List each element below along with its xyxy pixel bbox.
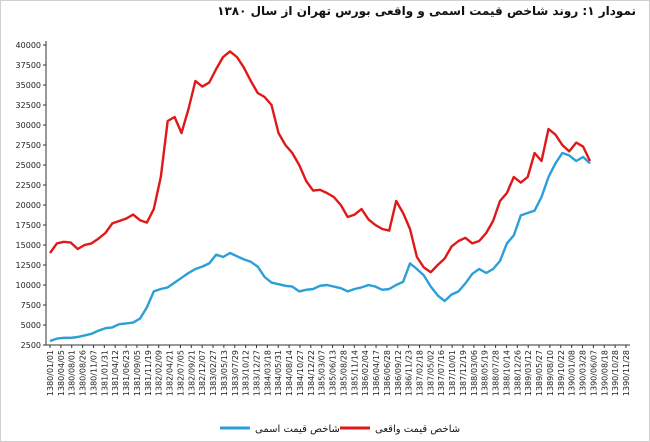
legend-label: شاخص قیمت اسمی xyxy=(255,424,340,435)
x-tick-label: 1390/08/18 xyxy=(600,350,609,396)
y-tick-label: 15000 xyxy=(16,241,41,250)
x-tick-label: 1389/10/22 xyxy=(557,350,566,396)
y-axis-ticks: 2500 5000 7500 10000 12500 15000 17500 20000 225… xyxy=(16,41,46,350)
x-tick-label: 1390/01/08 xyxy=(568,350,577,396)
x-tick-label: 1384/12/22 xyxy=(307,350,316,396)
x-tick-label: 1380/11/07 xyxy=(89,350,98,396)
series-line-real xyxy=(49,50,592,274)
x-tick-label: 1390/10/28 xyxy=(611,350,620,396)
x-tick-label: 1386/09/12 xyxy=(394,350,403,396)
x-tick-label: 1387/12/19 xyxy=(459,350,468,396)
x-tick-label: 1387/07/16 xyxy=(437,350,446,396)
legend-label: شاخص قیمت واقعی xyxy=(375,424,460,435)
x-tick-label: 1388/10/14 xyxy=(502,350,511,396)
x-tick-label: 1390/11/28 xyxy=(622,350,631,396)
x-tick-label: 1387/10/01 xyxy=(448,350,457,396)
x-tick-label: 1382/07/05 xyxy=(176,350,185,396)
x-tick-label: 1388/12/26 xyxy=(513,350,522,396)
x-tick-label: 1387/05/02 xyxy=(426,350,435,396)
y-tick-label: 22500 xyxy=(16,181,41,190)
x-tick-label: 1382/04/21 xyxy=(166,350,175,396)
x-tick-label: 1388/05/19 xyxy=(481,350,490,396)
x-tick-label: 1381/06/23 xyxy=(122,350,131,396)
y-tick-label: 5000 xyxy=(21,321,41,330)
x-tick-label: 1380/08/26 xyxy=(79,350,88,396)
x-tick-label: 1387/02/18 xyxy=(416,350,425,396)
y-tick-label: 25000 xyxy=(16,161,41,170)
y-tick-label: 20000 xyxy=(16,201,41,210)
x-tick-label: 1388/07/28 xyxy=(492,350,501,396)
x-tick-label: 1383/12/27 xyxy=(252,350,261,396)
x-tick-label: 1390/03/28 xyxy=(579,350,588,396)
x-tick-label: 1383/02/27 xyxy=(209,350,218,396)
x-tick-label: 1380/01/01 xyxy=(46,350,55,396)
x-tick-label: 1382/09/21 xyxy=(187,350,196,396)
x-tick-label: 1381/01/31 xyxy=(100,350,109,396)
y-tick-label: 35000 xyxy=(16,81,41,90)
x-tick-label: 1384/03/18 xyxy=(263,350,272,396)
x-tick-label: 1386/02/04 xyxy=(361,350,370,396)
y-tick-label: 12500 xyxy=(16,261,41,270)
x-tick-label: 1380/04/05 xyxy=(57,350,66,396)
series-lines xyxy=(49,50,592,343)
chart-title: نمودار ۱: روند شاخص قیمت اسمی و واقعی بو… xyxy=(217,4,636,18)
x-tick-label: 1382/12/07 xyxy=(198,350,207,396)
y-tick-label: 37500 xyxy=(16,61,41,70)
x-tick-label: 1385/11/14 xyxy=(350,350,359,396)
x-tick-label: 1386/06/28 xyxy=(383,350,392,396)
axes xyxy=(45,41,630,346)
x-tick-label: 1383/05/13 xyxy=(220,350,229,396)
x-tick-label: 1383/07/29 xyxy=(231,350,240,396)
x-tick-label: 1380/08/01 xyxy=(68,350,77,396)
x-tick-label: 1382/02/09 xyxy=(155,350,164,396)
x-tick-label: 1388/03/06 xyxy=(470,350,479,396)
x-tick-label: 1385/08/28 xyxy=(339,350,348,396)
legend: شاخص قیمت اسمی شاخص قیمت واقعی xyxy=(220,424,460,435)
x-tick-label: 1384/05/31 xyxy=(274,350,283,396)
y-tick-label: 17500 xyxy=(16,221,41,230)
x-tick-label: 1389/03/12 xyxy=(524,350,533,396)
x-tick-label: 1384/10/27 xyxy=(296,350,305,396)
x-tick-label: 1381/09/05 xyxy=(133,350,142,396)
x-tick-label: 1385/03/07 xyxy=(318,350,327,396)
series-line-nominal xyxy=(49,151,591,343)
y-tick-label: 40000 xyxy=(16,41,41,50)
x-tick-label: 1385/06/13 xyxy=(329,350,338,396)
x-tick-label: 1386/04/17 xyxy=(372,350,381,396)
y-tick-label: 27500 xyxy=(16,141,41,150)
x-tick-label: 1384/08/14 xyxy=(285,350,294,396)
y-tick-label: 30000 xyxy=(16,121,41,130)
x-tick-label: 1389/05/27 xyxy=(535,350,544,396)
x-tick-label: 1383/10/12 xyxy=(242,350,251,396)
y-tick-label: 32500 xyxy=(16,101,41,110)
x-tick-label: 1389/08/10 xyxy=(546,350,555,396)
x-axis-ticks: 1380/01/01 1380/04/05 1380/08/01 1380/08/26… xyxy=(46,345,631,396)
x-tick-label: 1390/06/07 xyxy=(589,350,598,396)
y-tick-label: 7500 xyxy=(21,301,41,310)
x-tick-label: 1381/04/12 xyxy=(111,350,120,396)
y-tick-label: 2500 xyxy=(21,341,41,350)
x-tick-label: 1381/11/19 xyxy=(144,350,153,396)
y-tick-label: 10000 xyxy=(16,281,41,290)
x-tick-label: 1386/11/23 xyxy=(405,350,414,396)
